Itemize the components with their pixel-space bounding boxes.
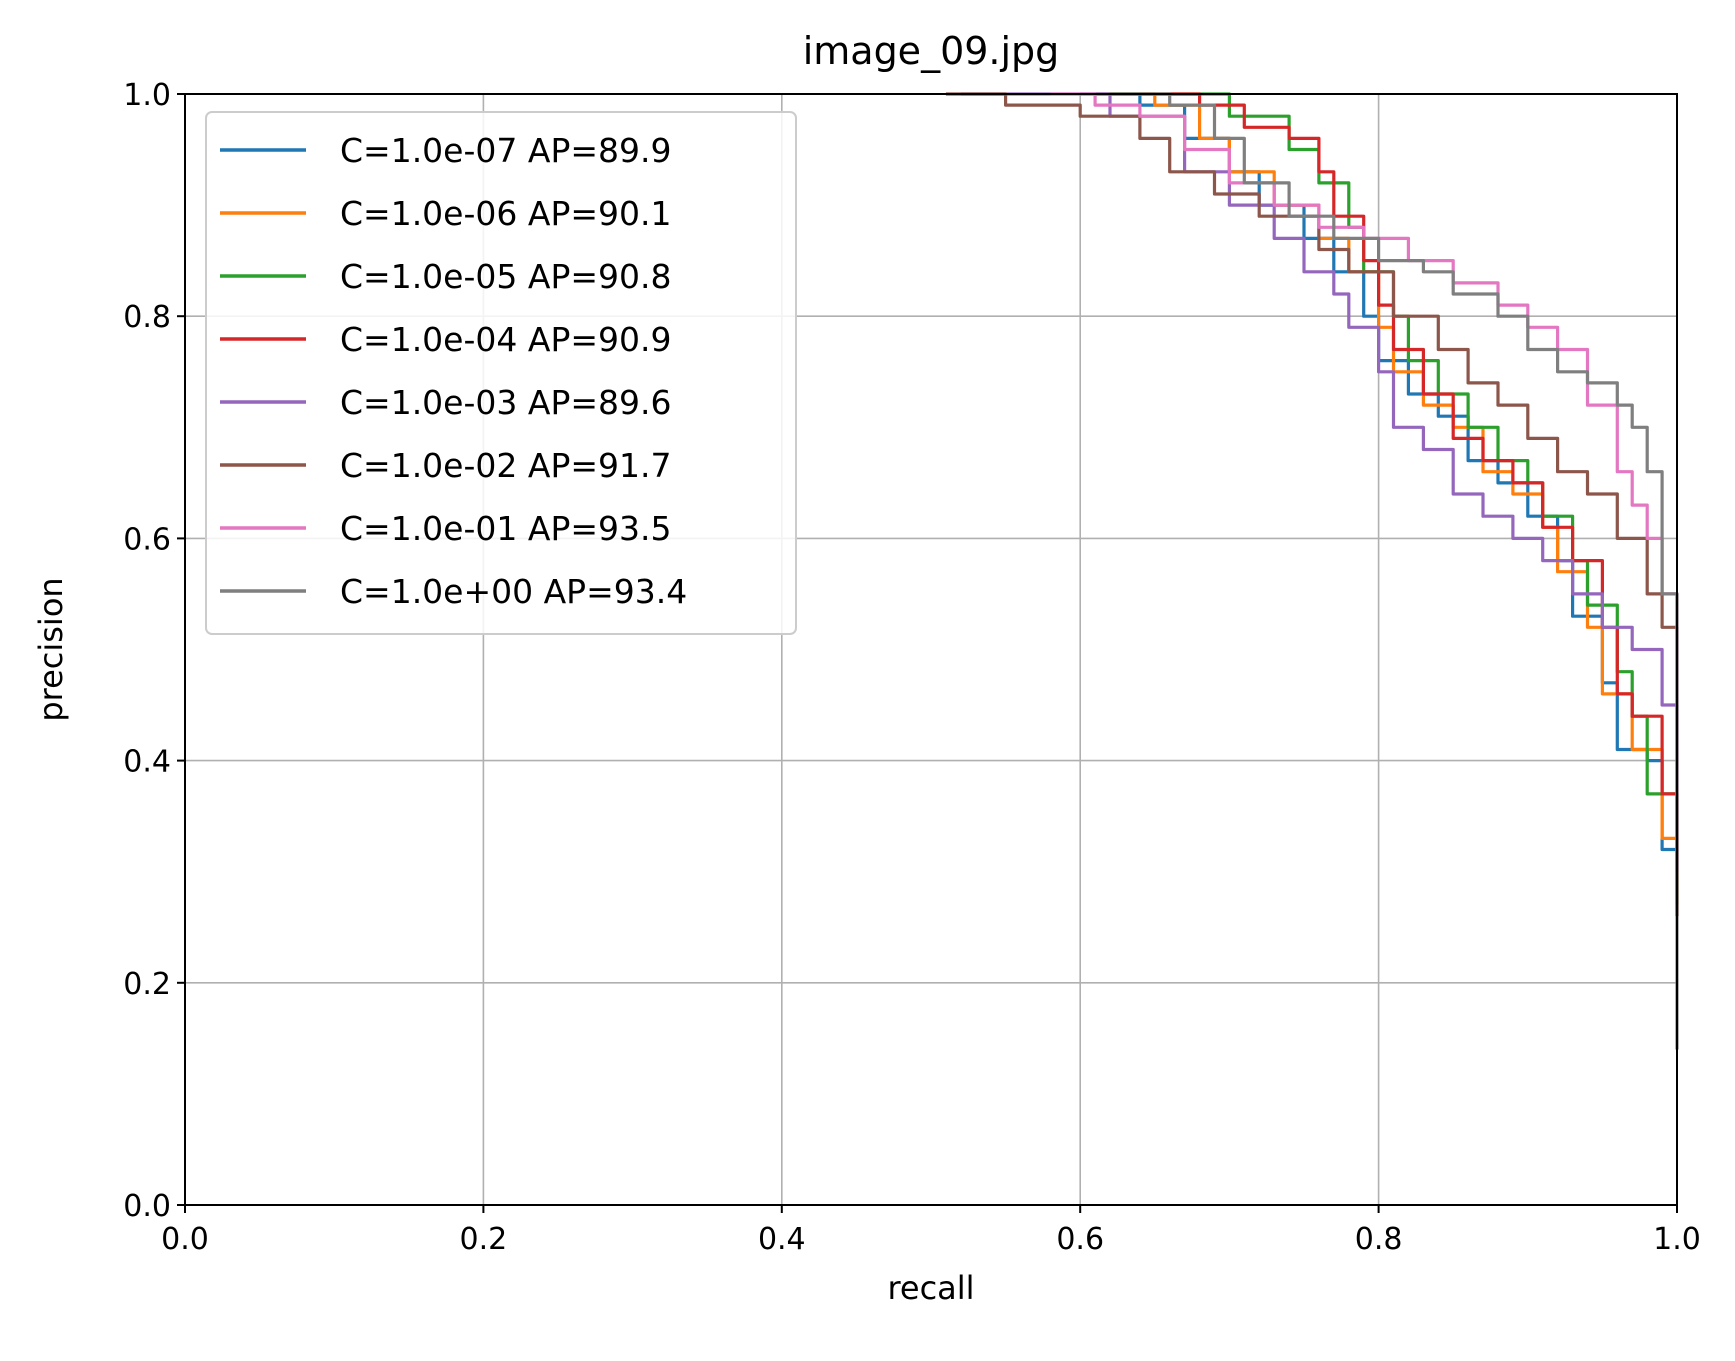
- legend-entry: C=1.0e-04 AP=90.9: [340, 320, 671, 359]
- y-tick-label: 1.0: [123, 78, 171, 113]
- series-lines: [945, 92, 1679, 1050]
- legend-entry: C=1.0e-06 AP=90.1: [340, 194, 671, 233]
- y-tick-label: 0.6: [123, 522, 171, 557]
- y-tick-label: 0.4: [123, 745, 171, 780]
- y-tick-label: 0.0: [123, 1189, 171, 1224]
- x-tick-label: 0.2: [460, 1222, 508, 1257]
- y-axis-label: precision: [32, 577, 70, 721]
- legend-entry: C=1.0e-07 AP=89.9: [340, 131, 671, 170]
- legend: C=1.0e-07 AP=89.9 C=1.0e-06 AP=90.1 C=1.0e…: [205, 111, 797, 635]
- legend-entry: C=1.0e-02 AP=91.7: [340, 446, 671, 485]
- legend-entry: C=1.0e-01 AP=93.5: [340, 509, 671, 548]
- legend-box: [205, 111, 797, 635]
- y-tick-label: 0.2: [123, 967, 171, 1002]
- x-tick-label: 0.4: [758, 1222, 806, 1257]
- legend-entry: C=1.0e+00 AP=93.4: [340, 572, 687, 611]
- x-tick-label: 0.8: [1355, 1222, 1403, 1257]
- series-line-8: [1110, 92, 1679, 1050]
- ticks: 0.0 0.2 0.4 0.6 0.8 1.0 0.0 0.2 0.4 0.6 0.8 1.0: [123, 78, 1701, 1257]
- chart-title: image_09.jpg: [803, 29, 1060, 73]
- legend-entry: C=1.0e-03 AP=89.6: [340, 383, 671, 422]
- x-tick-label: 1.0: [1653, 1222, 1701, 1257]
- plot-frame: [184, 93, 1678, 1206]
- x-tick-label: 0.0: [161, 1222, 209, 1257]
- legend-entry: C=1.0e-05 AP=90.8: [340, 257, 671, 296]
- series-line-6: [945, 92, 1679, 917]
- y-tick-label: 0.8: [123, 300, 171, 335]
- series-line-5: [960, 92, 1679, 872]
- x-tick-label: 0.6: [1056, 1222, 1104, 1257]
- series-line-4: [1139, 92, 1679, 917]
- x-axis-label: recall: [887, 1269, 974, 1307]
